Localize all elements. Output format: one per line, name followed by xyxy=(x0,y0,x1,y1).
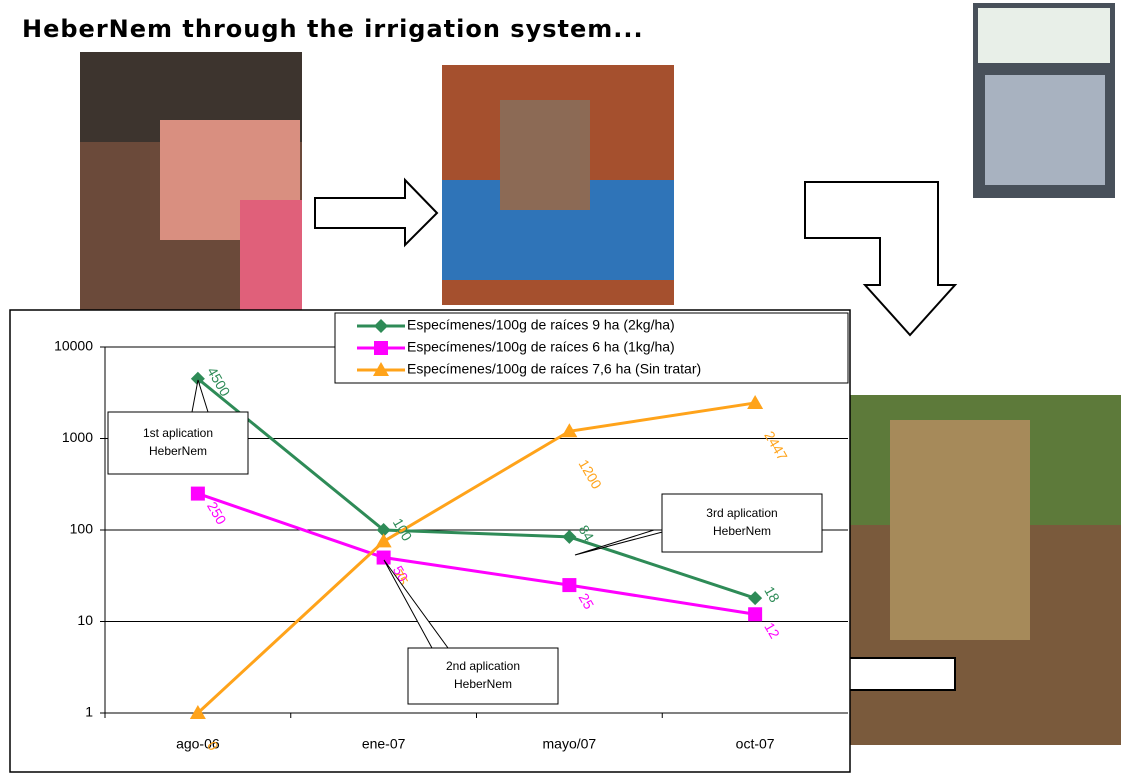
callout-box xyxy=(408,648,558,704)
x-tick-label: oct-07 xyxy=(736,736,775,752)
callout-text: 2nd aplication xyxy=(446,659,520,673)
marker xyxy=(562,578,576,592)
x-tick-label: mayo/07 xyxy=(543,736,597,752)
legend-label: Especímenes/100g de raíces 9 ha (2kg/ha) xyxy=(407,317,675,333)
callout-text: 1st aplication xyxy=(143,426,213,440)
photo-part xyxy=(890,420,1030,640)
marker xyxy=(377,551,391,565)
callout-text: HeberNem xyxy=(149,444,207,458)
y-tick-label: 100 xyxy=(70,521,94,537)
marker xyxy=(374,341,388,355)
y-tick-label: 10 xyxy=(77,612,93,628)
arrow xyxy=(315,180,437,245)
slide: HeberNem through the irrigation system..… xyxy=(0,0,1121,773)
callout-text: 3rd aplication xyxy=(706,506,777,520)
y-tick-label: 10000 xyxy=(54,338,93,354)
callout-text: HeberNem xyxy=(713,524,771,538)
callout-box xyxy=(662,494,822,552)
callout-box xyxy=(108,412,248,474)
x-tick-label: ene-07 xyxy=(362,736,406,752)
legend-label: Especímenes/100g de raíces 7,6 ha (Sin t… xyxy=(407,361,701,377)
photo-part xyxy=(240,200,302,310)
legend-label: Especímenes/100g de raíces 6 ha (1kg/ha) xyxy=(407,339,675,355)
callout-text: HeberNem xyxy=(454,677,512,691)
slide-title: HeberNem through the irrigation system..… xyxy=(22,15,644,43)
marker xyxy=(191,487,205,501)
marker xyxy=(748,607,762,621)
photo-part xyxy=(985,75,1105,185)
y-tick-label: 1000 xyxy=(62,429,93,445)
photo-part xyxy=(978,8,1110,63)
y-tick-label: 1 xyxy=(85,704,93,720)
photo-part xyxy=(500,100,590,210)
